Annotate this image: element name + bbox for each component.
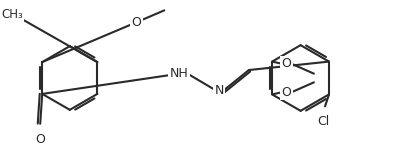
Text: CH₃: CH₃ <box>1 8 23 21</box>
Text: O: O <box>281 86 291 99</box>
Text: O: O <box>35 133 45 146</box>
Text: O: O <box>131 16 141 29</box>
Text: N: N <box>214 84 224 98</box>
Text: O: O <box>281 57 291 70</box>
Text: Cl: Cl <box>317 115 329 128</box>
Text: NH: NH <box>170 66 189 80</box>
